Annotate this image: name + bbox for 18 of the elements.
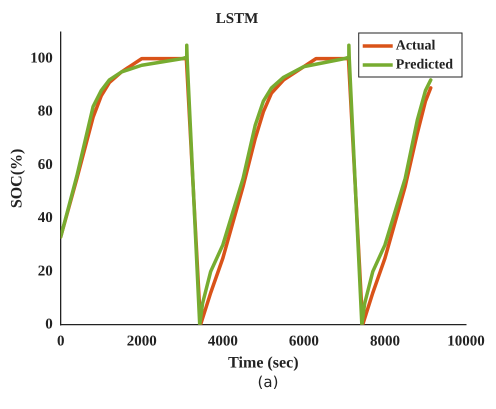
x-tick-label: 6000 — [288, 334, 319, 350]
text: (a) — [256, 373, 280, 391]
y-axis-title: SOC(%) — [8, 148, 26, 208]
x-tick-label: 2000 — [126, 334, 157, 350]
y-tick-label: 100 — [30, 50, 53, 66]
y-tick-label: 80 — [38, 104, 53, 120]
chart-title: LSTM — [216, 10, 258, 27]
x-tick-label: 0 — [56, 334, 64, 350]
y-tick-label: 40 — [38, 210, 53, 226]
x-tick-label: 10000 — [447, 334, 485, 350]
legend-label: Predicted — [396, 58, 454, 73]
y-tick-label: 60 — [38, 156, 53, 173]
x-tick-label: 8000 — [370, 334, 400, 350]
legend-label: Actual — [396, 38, 436, 54]
x-axis-title: Time (sec) — [228, 354, 299, 372]
x-tick-label: 4000 — [208, 334, 238, 350]
y-tick-label: 0 — [45, 316, 53, 333]
y-tick-label: 20 — [38, 263, 53, 280]
